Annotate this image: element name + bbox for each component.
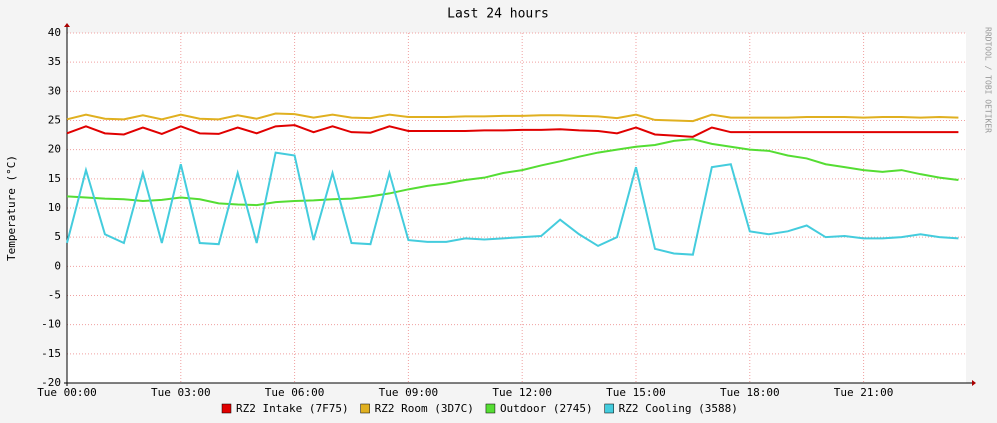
legend-label: RZ2 Intake (7F75) [236,402,349,415]
axis-arrow [972,380,976,386]
legend-label: Outdoor (2745) [500,402,593,415]
watermark: RRDTOOL / TOBI OETIKER [984,27,993,133]
legend-label: RZ2 Room (3D7C) [375,402,474,415]
y-tick-label: 20 [48,143,61,156]
legend-swatch [604,403,614,414]
x-tick-label: Tue 09:00 [379,386,439,399]
y-tick-label: 0 [54,259,61,272]
axis-arrow [64,23,70,27]
series-line [66,138,959,207]
y-tick-label: -5 [48,289,61,302]
series-line [66,112,959,123]
x-tick-label: Tue 00:00 [37,386,97,399]
y-tick-label: -20 [41,376,61,389]
legend-label: RZ2 Cooling (3588) [619,402,738,415]
chart-title: Last 24 hours [447,7,549,22]
y-tick-label: 5 [54,230,61,243]
y-tick-label: -15 [41,347,61,360]
y-tick-label: 10 [48,201,61,214]
series-line [66,124,959,138]
y-tick-label: 30 [48,84,61,97]
y-axis-label: Temperature (°C) [5,155,18,261]
y-tick-label: 25 [48,114,61,127]
y-tick-label: -10 [41,318,61,331]
x-tick-label: Tue 03:00 [151,386,211,399]
legend-swatch [485,403,496,414]
x-tick-label: Tue 21:00 [834,386,894,399]
legend-swatch [360,403,370,414]
plot-area [67,33,966,383]
legend-swatch [221,403,232,414]
x-tick-label: Tue 18:00 [720,386,780,399]
x-tick-label: Tue 15:00 [606,386,666,399]
y-tick-label: 15 [48,172,61,185]
y-tick-label: 40 [48,26,61,39]
y-tick-label: 35 [48,55,61,68]
series-line [66,151,959,256]
x-tick-label: Tue 06:00 [265,386,325,399]
x-tick-label: Tue 12:00 [492,386,552,399]
